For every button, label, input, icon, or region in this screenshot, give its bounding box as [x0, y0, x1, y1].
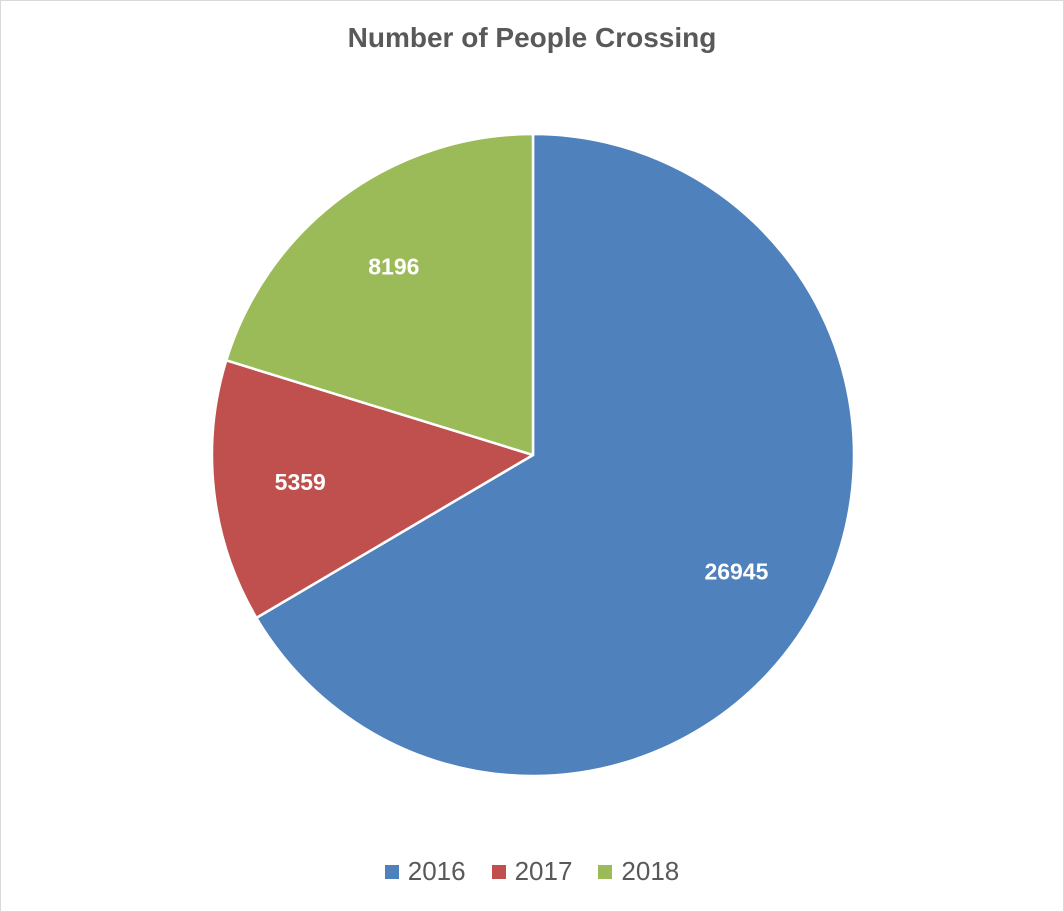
legend-label-2016: 2016 — [407, 856, 466, 886]
legend-item-2018: 2018 — [598, 856, 679, 887]
pie-slice-2017 — [210, 359, 535, 620]
legend-swatch-2018 — [598, 864, 613, 879]
pie-slice-2016 — [255, 132, 856, 778]
data-label-2018: 8196 — [368, 253, 419, 279]
legend-swatch-2017 — [491, 864, 506, 879]
legend-label-2018: 2018 — [621, 856, 680, 886]
legend: 2016 2017 2018 — [0, 856, 1064, 887]
legend-item-2017: 2017 — [491, 856, 573, 887]
legend-swatch-2016 — [384, 864, 399, 879]
pie-slice-2018 — [225, 132, 535, 457]
data-label-2017: 5359 — [275, 469, 326, 495]
chart-title: Number of People Crossing — [347, 22, 717, 53]
legend-label-2017: 2017 — [514, 856, 573, 886]
data-label-2016: 26945 — [704, 558, 768, 584]
legend-item-2016: 2016 — [384, 856, 466, 887]
